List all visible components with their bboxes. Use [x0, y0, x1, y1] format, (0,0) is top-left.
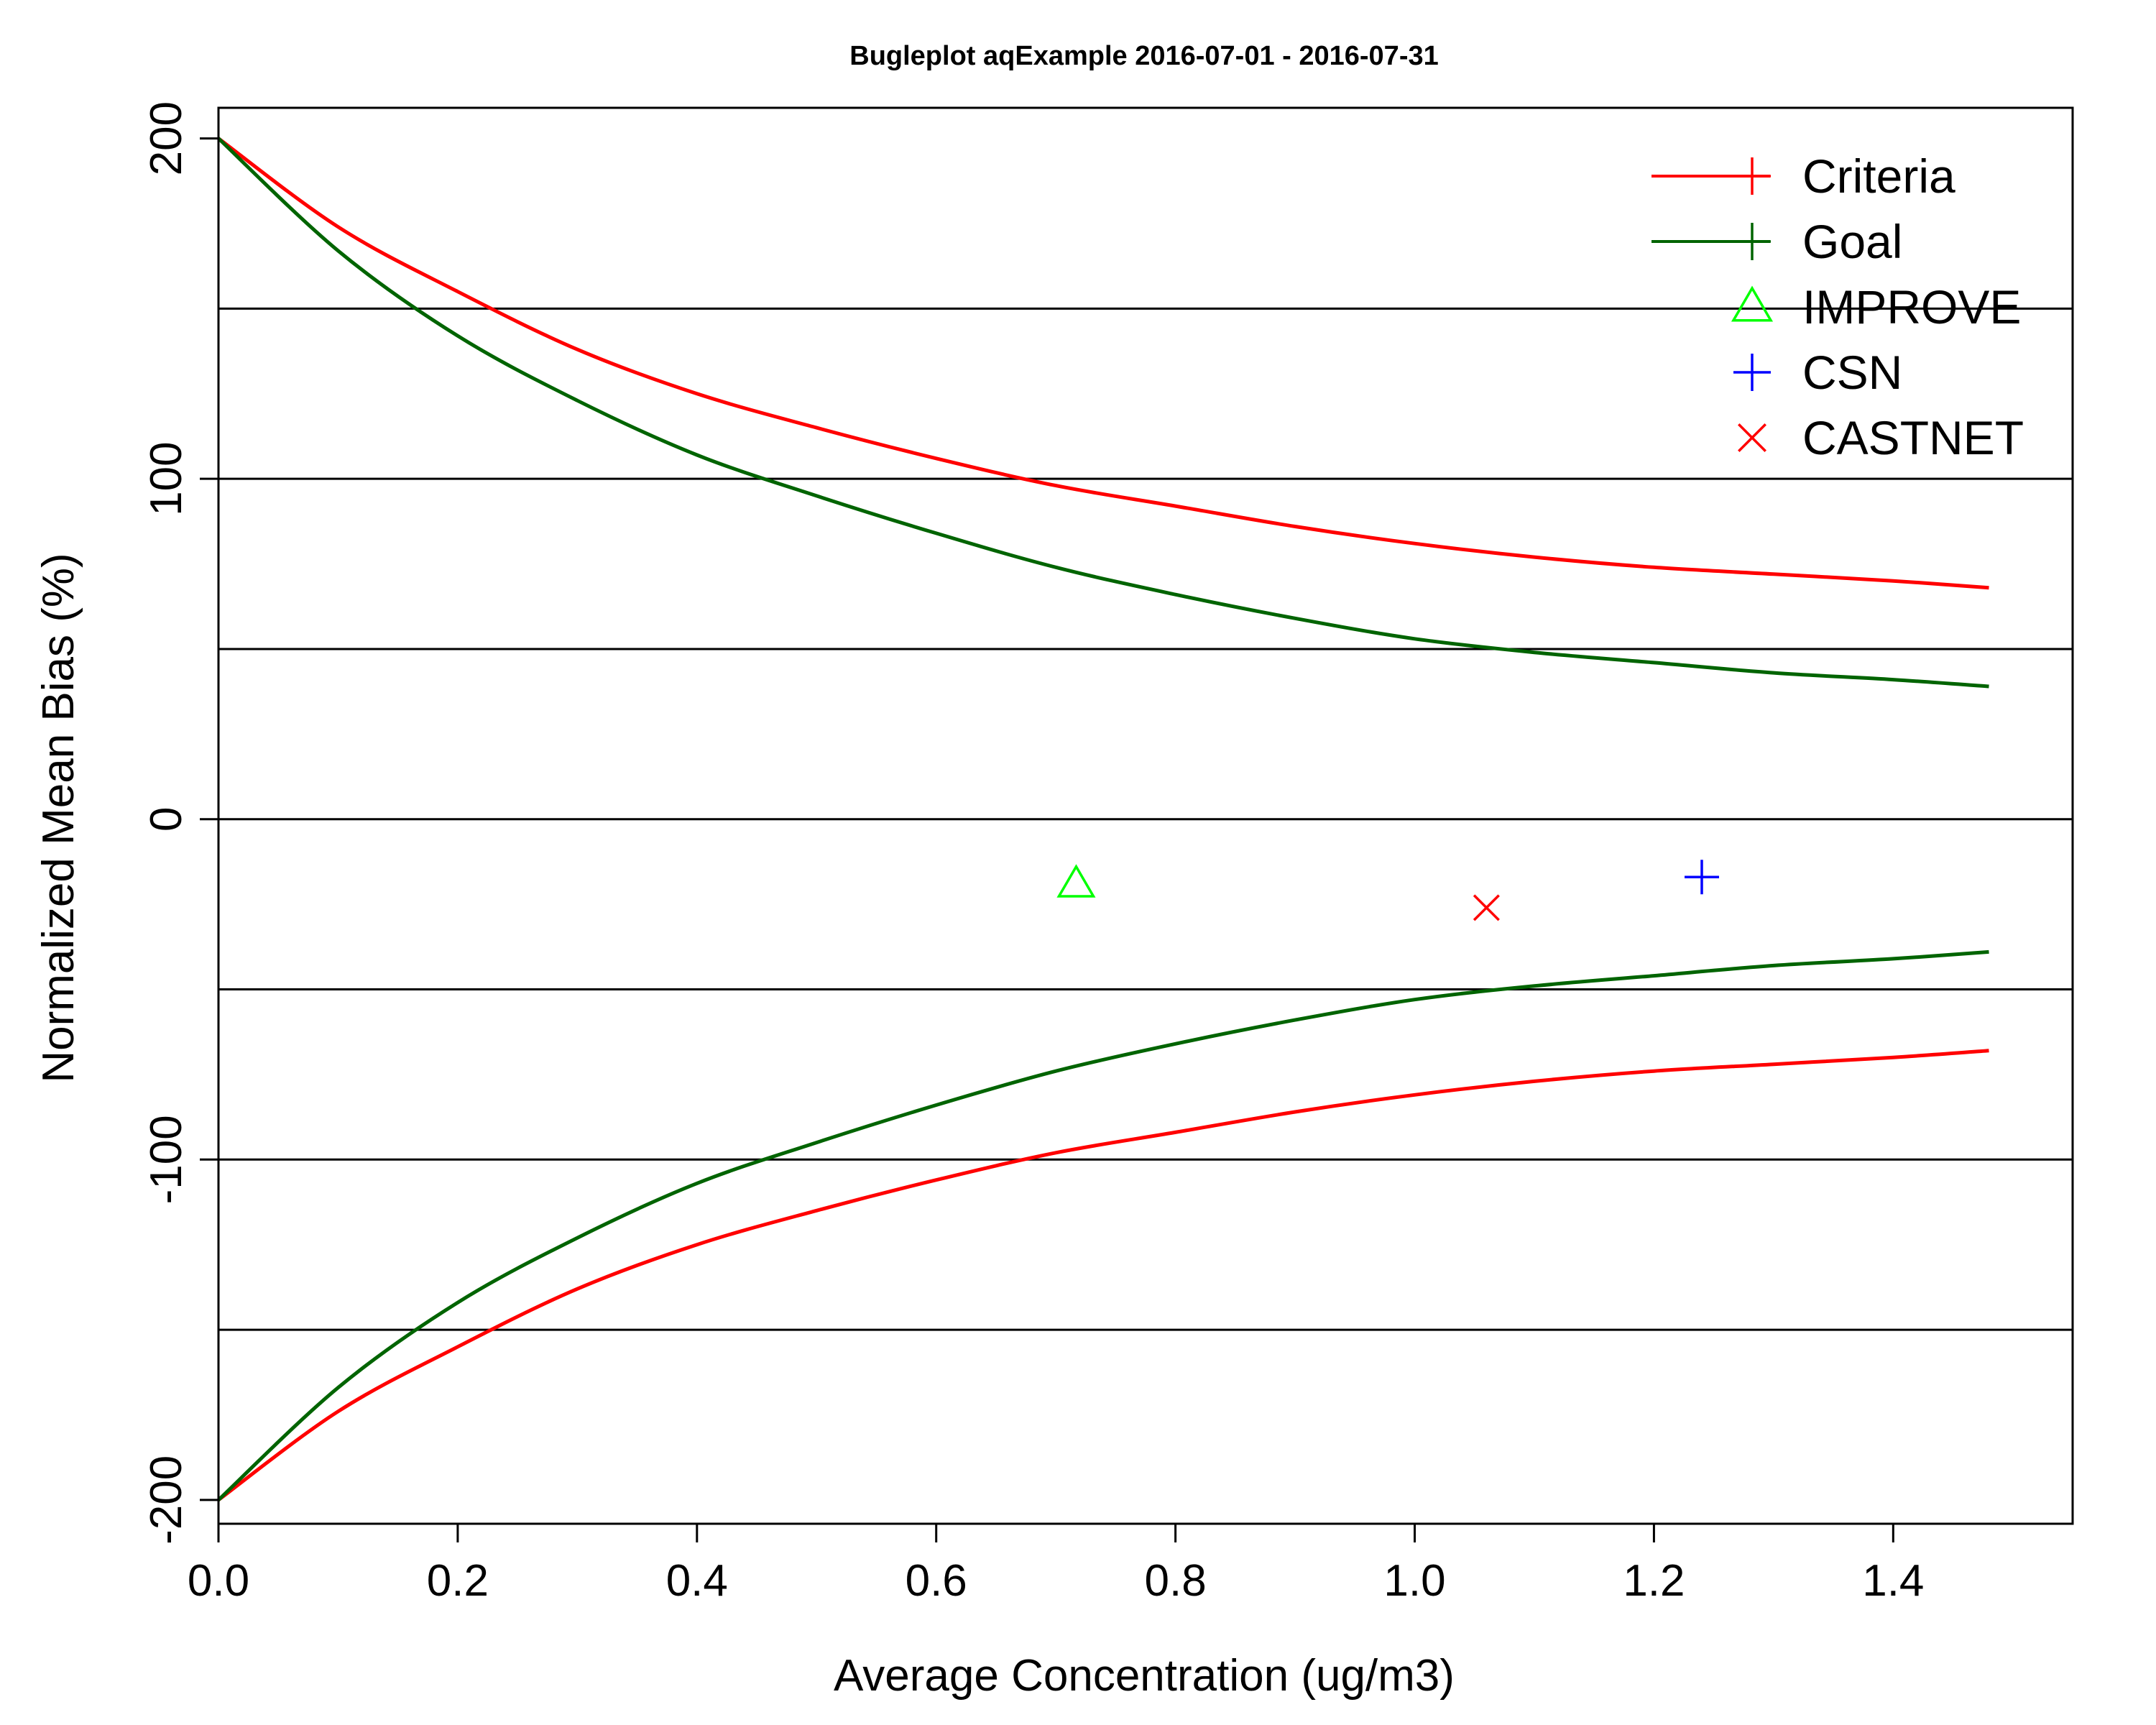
y-tick-label: -100 — [142, 1115, 191, 1204]
improve-point — [1056, 864, 1096, 898]
legend-label: IMPROVE — [1802, 280, 2021, 334]
legend-marker — [1731, 285, 1774, 322]
criteria-upper-curve — [217, 137, 1989, 590]
x-tick-label: 0.6 — [906, 1556, 967, 1606]
legend-marker — [1733, 354, 1771, 391]
x-axis-label: Average Concentration (ug/m3) — [834, 1651, 1455, 1701]
data-points — [1056, 860, 1719, 921]
y-tick-label: 100 — [142, 441, 191, 515]
y-axis-label: Normalized Mean Bias (%) — [34, 553, 83, 1082]
legend-label: Goal — [1802, 215, 1902, 268]
legend-item-goal: Goal — [1651, 215, 1902, 268]
goal-lower-curve — [217, 949, 1989, 1501]
criteria-lower-curve — [217, 1049, 1989, 1501]
csn-point — [1685, 860, 1719, 895]
x-tick-label: 0.8 — [1145, 1556, 1207, 1606]
legend-label: Criteria — [1802, 150, 1955, 203]
legend-label: CASTNET — [1802, 411, 2024, 464]
x-tick-label: 0.2 — [427, 1556, 489, 1606]
x-axis: 0.0 0.2 0.4 0.6 0.8 1.0 1.2 1.4 — [188, 1522, 1924, 1606]
y-tick-label: 200 — [142, 101, 191, 175]
y-tick-label: 0 — [142, 806, 191, 831]
legend-item-criteria: Criteria — [1651, 150, 1955, 203]
castnet-point — [1473, 894, 1500, 921]
legend-item-improve: IMPROVE — [1731, 280, 2021, 334]
legend-item-castnet: CASTNET — [1738, 411, 2024, 464]
bugle-curves — [217, 137, 1989, 1501]
x-tick-label: 1.0 — [1383, 1556, 1445, 1606]
legend-label: CSN — [1802, 346, 1902, 399]
legend-marker — [1733, 223, 1771, 260]
legend: Criteria Goal IMPROVE CSN CASTNET — [1651, 150, 2024, 464]
x-tick-label: 0.4 — [666, 1556, 728, 1606]
y-axis: -200 -100 0 100 200 — [142, 101, 218, 1545]
legend-marker — [1738, 423, 1766, 452]
legend-item-csn: CSN — [1733, 346, 1902, 399]
y-tick-label: -200 — [142, 1455, 191, 1545]
x-tick-label: 1.2 — [1623, 1556, 1685, 1606]
x-tick-label: 0.0 — [188, 1556, 249, 1606]
goal-upper-curve — [217, 137, 1989, 689]
legend-marker — [1733, 157, 1771, 195]
x-tick-label: 1.4 — [1862, 1556, 1924, 1606]
chart-title: Bugleplot aqExample 2016-07-01 - 2016-07… — [849, 41, 1439, 71]
